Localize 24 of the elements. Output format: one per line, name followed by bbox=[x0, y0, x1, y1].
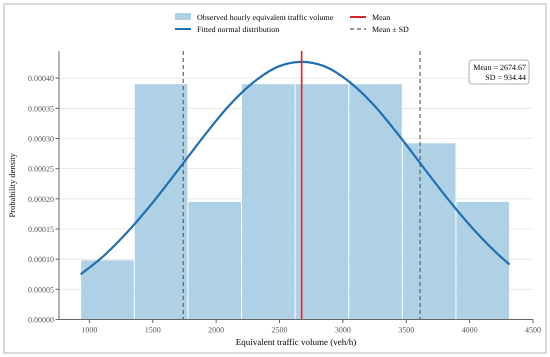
y-tick-label: 0.00000 bbox=[28, 316, 54, 324]
x-tick-label: 2000 bbox=[208, 326, 224, 334]
legend-label: Observed hourly equivalent traffic volume bbox=[197, 13, 334, 22]
x-tick-label: 4000 bbox=[462, 326, 478, 334]
x-tick-label: 2500 bbox=[272, 326, 288, 334]
y-tick-label: 0.00040 bbox=[28, 74, 54, 84]
legend-label: Mean ± SD bbox=[372, 25, 410, 34]
x-axis-title: Equivalent traffic volume (veh/h) bbox=[236, 337, 356, 347]
y-tick-label: 0.00010 bbox=[28, 255, 54, 264]
legend-label: Mean bbox=[372, 13, 390, 22]
y-tick-label: 0.00035 bbox=[28, 104, 54, 114]
x-tick-label: 3500 bbox=[398, 326, 414, 334]
y-tick-label: 0.00030 bbox=[28, 134, 54, 144]
y-tick-label: 0.00020 bbox=[28, 194, 54, 204]
legend-label: Fitted normal distribution bbox=[197, 25, 280, 34]
y-tick-label: 0.00025 bbox=[28, 164, 54, 174]
x-tick-label: 1500 bbox=[144, 326, 161, 334]
y-tick-label: 0.00015 bbox=[28, 224, 54, 234]
x-tick-label: 4500 bbox=[525, 326, 541, 334]
annotation: Mean = 2674.67 SD = 934.44 bbox=[473, 63, 526, 82]
y-axis-title: Probability density bbox=[7, 152, 17, 218]
x-tick-label: 3000 bbox=[334, 326, 351, 334]
x-tick-label: 1000 bbox=[81, 326, 98, 334]
y-tick-label: 0.00005 bbox=[28, 285, 54, 294]
